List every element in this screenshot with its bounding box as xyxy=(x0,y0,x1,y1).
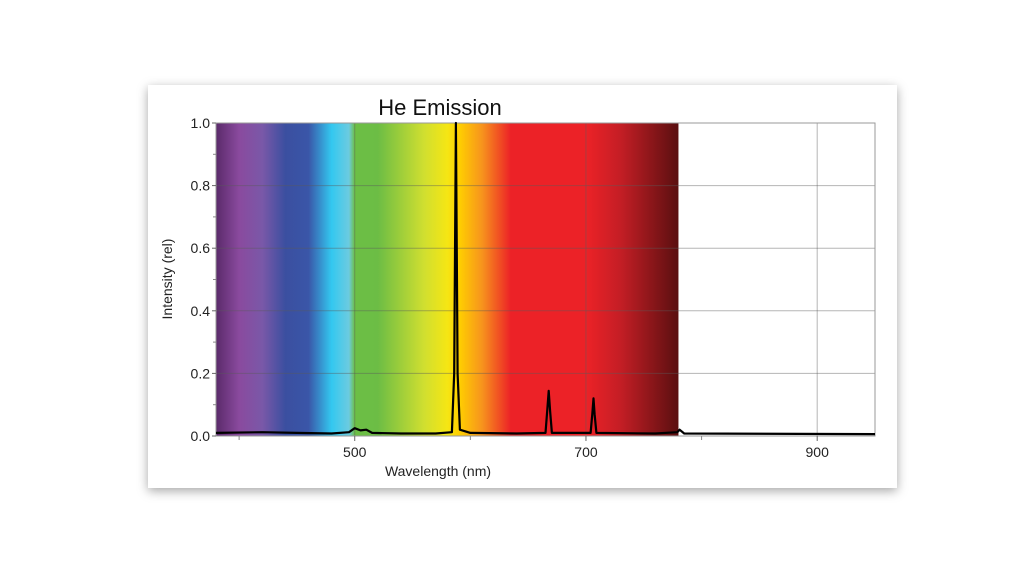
y-tick-label: 0.8 xyxy=(191,178,211,194)
x-tick-label: 900 xyxy=(806,444,830,460)
y-tick-label: 0.6 xyxy=(191,240,211,256)
x-tick-label: 500 xyxy=(343,444,367,460)
y-tick-label: 0.4 xyxy=(191,303,211,319)
series-line xyxy=(215,121,876,436)
y-tick-label: 0.2 xyxy=(191,365,211,381)
y-axis-label: Intensity (rel) xyxy=(159,239,175,320)
y-tick-label: 1.0 xyxy=(191,115,211,131)
visible-spectrum-background xyxy=(216,123,679,436)
chart-title: He Emission xyxy=(378,95,501,120)
x-tick-label: 700 xyxy=(574,444,598,460)
y-tick-label: 0.0 xyxy=(191,428,211,444)
chart-card: 0.0 0.2 0.4 0.6 0.8 1.0 500 700 900 He Emission … xyxy=(148,85,897,488)
ticks: 0.0 0.2 0.4 0.6 0.8 1.0 500 700 900 xyxy=(191,115,830,460)
x-axis-label: Wavelength (nm) xyxy=(385,463,491,479)
